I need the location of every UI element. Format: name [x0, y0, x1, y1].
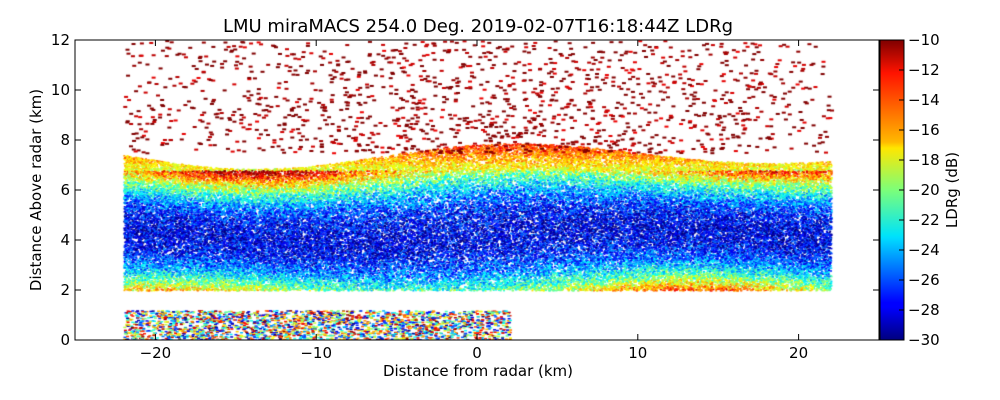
x-tick-label: 0: [472, 344, 482, 362]
colorbar-axis: −10 −12 −14 −16 −18 −20 −22 −24 −26 −28 −30: [899, 31, 940, 349]
x-tick-label: 20: [789, 344, 808, 362]
colorbar-label: LDRg (dB): [943, 152, 961, 228]
y-tick-label: 12: [51, 31, 70, 49]
colorbar-tick-label: −22: [908, 211, 940, 229]
x-axis-label: Distance from radar (km): [383, 362, 573, 380]
colorbar-tick-label: −12: [908, 61, 940, 79]
x-axis: −20 −10 0 10 20: [140, 40, 808, 362]
y-tick-label: 2: [60, 281, 70, 299]
x-tick-label: −10: [300, 344, 332, 362]
colorbar-tick-label: −18: [908, 151, 940, 169]
y-axis: 0 2 4 6 8 10 12: [51, 31, 879, 349]
colorbar-tick-label: −26: [908, 271, 940, 289]
colorbar-tick-label: −24: [908, 241, 940, 259]
y-tick-label: 6: [60, 181, 70, 199]
y-tick-label: 10: [51, 81, 70, 99]
colorbar-tick-label: −30: [908, 331, 940, 349]
x-tick-label: −20: [140, 344, 172, 362]
y-tick-label: 8: [60, 131, 70, 149]
ldr-field-raster: [75, 40, 879, 340]
colorbar-tick-label: −28: [908, 301, 940, 319]
chart-title: LMU miraMACS 254.0 Deg. 2019-02-07T16:18…: [223, 16, 733, 37]
x-tick-label: 10: [628, 344, 647, 362]
colorbar-tick-label: −20: [908, 181, 940, 199]
y-tick-label: 4: [60, 231, 70, 249]
y-tick-label: 0: [60, 331, 70, 349]
y-axis-label: Distance Above radar (km): [27, 89, 45, 291]
colorbar-tick-label: −14: [908, 91, 940, 109]
colorbar-tick-label: −10: [908, 31, 940, 49]
colorbar-tick-label: −16: [908, 121, 940, 139]
ldr-field: [75, 40, 879, 340]
